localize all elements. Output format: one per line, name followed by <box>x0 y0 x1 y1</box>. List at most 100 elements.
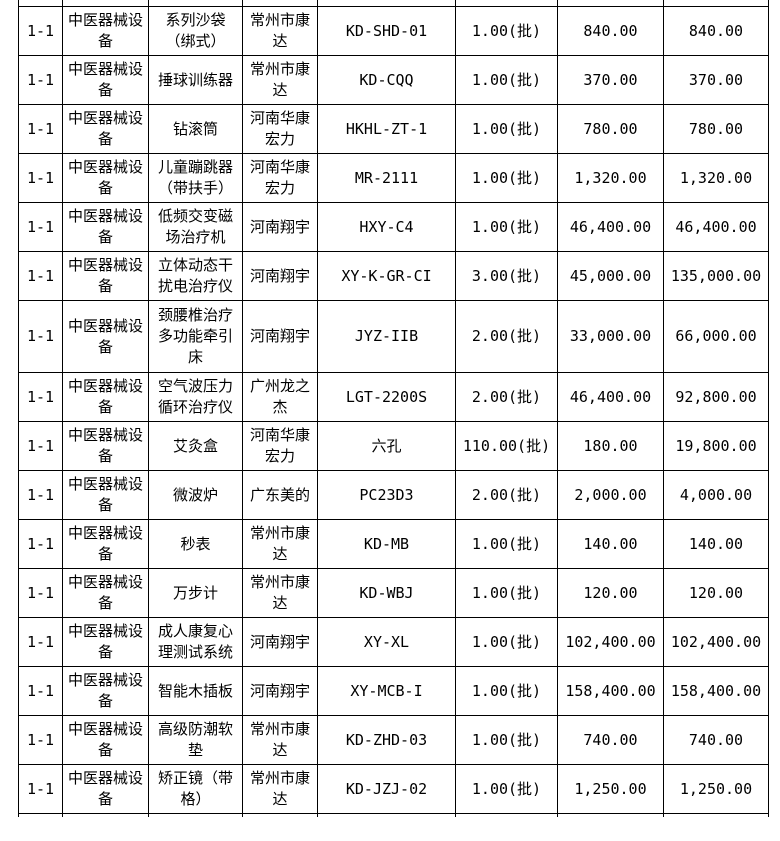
cell-category: 中医器械设备 <box>62 6 149 56</box>
cell-unit-price: 840.00 <box>557 6 664 56</box>
table-row: 1-1 中医器械设备 颈腰椎治疗多功能牵引床 河南翔宇 JYZ-IIB 2.00(批) 33… <box>18 300 769 373</box>
cell-name: 空气波压力循环治疗仪 <box>148 372 243 422</box>
cell-name: 万步计 <box>148 568 243 618</box>
cell-id: 1-1 <box>18 568 63 618</box>
cell-supplier: 常州市康达 <box>242 6 318 56</box>
cell-total-price: 66,000.00 <box>663 300 769 373</box>
cell-category: 中医器械设备 <box>62 372 149 422</box>
cell-supplier: 河南华康宏力 <box>242 421 318 471</box>
cell-id: 1-1 <box>18 617 63 667</box>
cell-category: 中医器械设备 <box>62 568 149 618</box>
cell-qty: 1.00(批) <box>455 617 558 667</box>
clipped-cell <box>557 813 664 817</box>
table-body: 1-1 中医器械设备 系列沙袋（绑式） 常州市康达 KD-SHD-01 1.00(批) 84… <box>18 0 769 817</box>
cell-id: 1-1 <box>18 6 63 56</box>
cell-qty: 1.00(批) <box>455 568 558 618</box>
cell-supplier: 河南翔宇 <box>242 300 318 373</box>
cell-model: JYZ-IIB <box>317 300 456 373</box>
cell-total-price: 1,320.00 <box>663 153 769 203</box>
cell-supplier: 常州市康达 <box>242 715 318 765</box>
clipped-cell <box>317 813 456 817</box>
cell-category: 中医器械设备 <box>62 153 149 203</box>
cell-unit-price: 780.00 <box>557 104 664 154</box>
cell-supplier: 河南华康宏力 <box>242 153 318 203</box>
cell-model: KD-WBJ <box>317 568 456 618</box>
cell-qty: 2.00(批) <box>455 300 558 373</box>
clipped-cell <box>455 813 558 817</box>
cell-unit-price: 1,320.00 <box>557 153 664 203</box>
cell-unit-price: 370.00 <box>557 55 664 105</box>
cell-model: XY-MCB-I <box>317 666 456 716</box>
cell-name: 儿童蹦跳器（带扶手） <box>148 153 243 203</box>
cell-name: 智能木插板 <box>148 666 243 716</box>
cell-supplier: 常州市康达 <box>242 568 318 618</box>
cell-supplier: 河南翔宇 <box>242 202 318 252</box>
cell-model: MR-2111 <box>317 153 456 203</box>
cell-category: 中医器械设备 <box>62 300 149 373</box>
cell-total-price: 370.00 <box>663 55 769 105</box>
cell-qty: 1.00(批) <box>455 153 558 203</box>
cell-qty: 1.00(批) <box>455 764 558 814</box>
cell-unit-price: 33,000.00 <box>557 300 664 373</box>
cell-id: 1-1 <box>18 715 63 765</box>
cell-category: 中医器械设备 <box>62 470 149 520</box>
cell-total-price: 780.00 <box>663 104 769 154</box>
cell-model: KD-SHD-01 <box>317 6 456 56</box>
cell-supplier: 常州市康达 <box>242 519 318 569</box>
cell-supplier: 常州市康达 <box>242 55 318 105</box>
cell-name: 低频交变磁场治疗机 <box>148 202 243 252</box>
table-row: 1-1 中医器械设备 矫正镜（带格） 常州市康达 KD-JZJ-02 1.00(批) 1,2… <box>18 764 769 814</box>
table-row: 1-1 中医器械设备 捶球训练器 常州市康达 KD-CQQ 1.00(批) 370.00 37… <box>18 55 769 105</box>
cell-category: 中医器械设备 <box>62 715 149 765</box>
table-row: 1-1 中医器械设备 立体动态干扰电治疗仪 河南翔宇 XY-K-GR-CI 3.00(批)… <box>18 251 769 301</box>
cell-qty: 1.00(批) <box>455 55 558 105</box>
cell-model: XY-K-GR-CI <box>317 251 456 301</box>
cell-supplier: 河南华康宏力 <box>242 104 318 154</box>
cell-qty: 110.00(批) <box>455 421 558 471</box>
cell-model: HKHL-ZT-1 <box>317 104 456 154</box>
cell-category: 中医器械设备 <box>62 104 149 154</box>
cell-id: 1-1 <box>18 372 63 422</box>
cell-supplier: 广州龙之杰 <box>242 372 318 422</box>
clipped-row-bottom <box>18 813 769 817</box>
cell-total-price: 120.00 <box>663 568 769 618</box>
cell-id: 1-1 <box>18 519 63 569</box>
table-row: 1-1 中医器械设备 成人康复心理测试系统 河南翔宇 XY-XL 1.00(批) 102,4… <box>18 617 769 667</box>
cell-model: 六孔 <box>317 421 456 471</box>
table-row: 1-1 中医器械设备 艾灸盒 河南华康宏力 六孔 110.00(批) 180.00 19,80… <box>18 421 769 471</box>
cell-total-price: 140.00 <box>663 519 769 569</box>
cell-total-price: 4,000.00 <box>663 470 769 520</box>
cell-name: 捶球训练器 <box>148 55 243 105</box>
table-row: 1-1 中医器械设备 钻滚筒 河南华康宏力 HKHL-ZT-1 1.00(批) 780.00… <box>18 104 769 154</box>
cell-model: KD-JZJ-02 <box>317 764 456 814</box>
cell-qty: 1.00(批) <box>455 104 558 154</box>
clipped-cell <box>62 813 149 817</box>
cell-category: 中医器械设备 <box>62 764 149 814</box>
cell-unit-price: 102,400.00 <box>557 617 664 667</box>
cell-model: KD-MB <box>317 519 456 569</box>
cell-unit-price: 2,000.00 <box>557 470 664 520</box>
cell-model: HXY-C4 <box>317 202 456 252</box>
cell-qty: 1.00(批) <box>455 519 558 569</box>
cell-category: 中医器械设备 <box>62 519 149 569</box>
cell-name: 艾灸盒 <box>148 421 243 471</box>
cell-total-price: 740.00 <box>663 715 769 765</box>
cell-name: 微波炉 <box>148 470 243 520</box>
cell-total-price: 840.00 <box>663 6 769 56</box>
cell-supplier: 广东美的 <box>242 470 318 520</box>
cell-id: 1-1 <box>18 666 63 716</box>
cell-name: 钻滚筒 <box>148 104 243 154</box>
cell-model: KD-ZHD-03 <box>317 715 456 765</box>
cell-qty: 1.00(批) <box>455 666 558 716</box>
cell-total-price: 158,400.00 <box>663 666 769 716</box>
table-row: 1-1 中医器械设备 空气波压力循环治疗仪 广州龙之杰 LGT-2200S 2.00(批)… <box>18 372 769 422</box>
cell-category: 中医器械设备 <box>62 666 149 716</box>
cell-id: 1-1 <box>18 55 63 105</box>
clipped-cell <box>148 813 243 817</box>
cell-total-price: 135,000.00 <box>663 251 769 301</box>
cell-id: 1-1 <box>18 764 63 814</box>
cell-qty: 3.00(批) <box>455 251 558 301</box>
cell-unit-price: 46,400.00 <box>557 372 664 422</box>
cell-supplier: 河南翔宇 <box>242 251 318 301</box>
